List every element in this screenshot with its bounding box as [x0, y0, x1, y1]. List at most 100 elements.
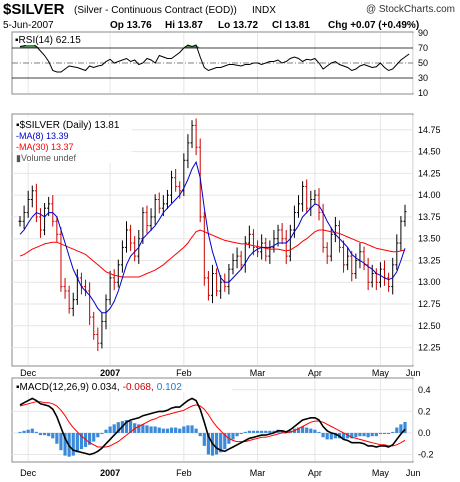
- price-tick-label: 14.25: [418, 168, 441, 178]
- macd-layer: [18, 397, 407, 457]
- macd-histogram-bar: [362, 432, 366, 437]
- price-bar: [297, 195, 301, 218]
- macd-x-label: Apr: [308, 468, 322, 478]
- macd-line: [19, 397, 406, 456]
- price-bar: [211, 264, 214, 304]
- price-bar: [145, 205, 149, 234]
- macd-histogram-bar: [198, 432, 202, 437]
- price-bar: [346, 247, 350, 271]
- price-bar: [288, 224, 292, 262]
- macd-histogram-bar: [313, 429, 317, 433]
- macd-histogram-bar: [104, 429, 108, 433]
- ma30-marker: -: [16, 142, 19, 152]
- price-bar: [71, 292, 75, 317]
- rsi-label-marker: ▪: [15, 35, 19, 46]
- price-bar: [239, 250, 243, 271]
- price-bar: [399, 216, 403, 251]
- ma8-marker: -: [16, 131, 19, 141]
- ma30-line: [19, 229, 406, 278]
- price-bar: [313, 189, 317, 205]
- axis-layer: 90 70 50 30 10 14.75 14.50 14.25 14.00 13.75 13.50…: [20, 28, 440, 478]
- price-bar: [124, 221, 128, 253]
- price-bar: [18, 216, 22, 227]
- macd-histogram-bar: [301, 426, 305, 433]
- macd-histogram-bar: [202, 432, 206, 446]
- macd-x-label: Feb: [176, 468, 192, 478]
- exchange-label: INDX: [252, 5, 276, 16]
- price-bar: [157, 192, 161, 214]
- price-bar: [374, 268, 378, 291]
- price-bar: [342, 240, 346, 273]
- price-bar: [174, 169, 178, 192]
- price-bar: [51, 195, 55, 227]
- macd-histogram-bar: [100, 432, 104, 435]
- price-x-label: Mar: [250, 368, 266, 378]
- price-bar: [26, 190, 30, 218]
- price-bar: [251, 229, 255, 256]
- macd-histogram-bar: [399, 424, 403, 433]
- date-label: 5-Jun-2007: [3, 20, 54, 31]
- macd-histogram-bar: [71, 432, 75, 456]
- price-bar: [116, 259, 120, 288]
- macd-tick-label: -0.2: [418, 450, 434, 460]
- price-bar: [96, 327, 100, 352]
- rsi-tick-label: 30: [418, 73, 428, 83]
- macd-histogram-bar: [243, 431, 247, 433]
- price-bar: [170, 170, 174, 203]
- macd-histogram-bar: [395, 427, 399, 433]
- macd-x-label: 2007: [100, 468, 120, 478]
- price-bar: [88, 282, 92, 325]
- macd-histogram-bar: [321, 432, 325, 438]
- price-bar: [366, 257, 370, 291]
- price-x-label: Jun: [406, 368, 421, 378]
- macd-histogram-bar: [178, 428, 182, 433]
- credit-label: @ StockCharts.com: [366, 4, 455, 15]
- macd-histogram-bar: [153, 426, 157, 433]
- quote-close: Cl 13.81: [272, 20, 310, 31]
- macd-histogram-bar: [341, 432, 346, 440]
- price-bar: [75, 269, 79, 305]
- macd-histogram-bar: [137, 424, 141, 433]
- macd-histogram-bar: [366, 432, 370, 438]
- rsi-tick-label: 50: [418, 58, 428, 68]
- price-bar: [22, 205, 26, 230]
- price-bar: [153, 194, 157, 225]
- price-bar: [370, 264, 374, 288]
- price-bar: [67, 285, 71, 314]
- price-bar: [112, 269, 116, 291]
- price-bar: [34, 183, 38, 223]
- symbol-description: (Silver - Continuous Contract (EOD)): [74, 5, 237, 16]
- macd-histogram-bar: [161, 428, 165, 433]
- price-bar: [190, 120, 194, 149]
- price-bar: [362, 246, 366, 271]
- price-tick-label: 13.75: [418, 212, 441, 222]
- macd-tick-label: 0.2: [418, 406, 431, 416]
- price-bar: [337, 220, 341, 253]
- price-tick-label: 13.50: [418, 234, 441, 244]
- macd-x-label: Mar: [250, 468, 266, 478]
- price-bar: [30, 185, 34, 208]
- macd-histogram-bar: [18, 431, 22, 433]
- rsi-tick-label: 10: [418, 88, 428, 98]
- macd-histogram-bar: [391, 431, 395, 433]
- macd-histogram-bar: [116, 422, 120, 433]
- macd-histogram-bar: [235, 432, 239, 437]
- price-bar: [104, 294, 108, 330]
- price-x-label: 2007: [100, 368, 120, 378]
- price-bar: [317, 188, 321, 221]
- macd-histogram-bar: [165, 428, 170, 433]
- price-x-label: May: [372, 368, 390, 378]
- price-bar: [280, 223, 284, 244]
- price-tick-label: 14.00: [418, 190, 441, 200]
- price-bar: [38, 208, 42, 238]
- price-bar: [100, 312, 104, 349]
- macd-histogram-bar: [403, 421, 407, 433]
- macd-histogram-bar: [354, 432, 358, 438]
- macd-tick-label: 0.4: [418, 385, 431, 395]
- price-legend-main-marker: ▪: [16, 120, 20, 131]
- price-tick-label: 14.75: [418, 125, 441, 135]
- price-legend-volume: ▮Volume undef: [16, 153, 76, 163]
- rsi-label-bg: [14, 34, 90, 45]
- price-legend-ma8: -MA(8) 13.39: [16, 131, 69, 141]
